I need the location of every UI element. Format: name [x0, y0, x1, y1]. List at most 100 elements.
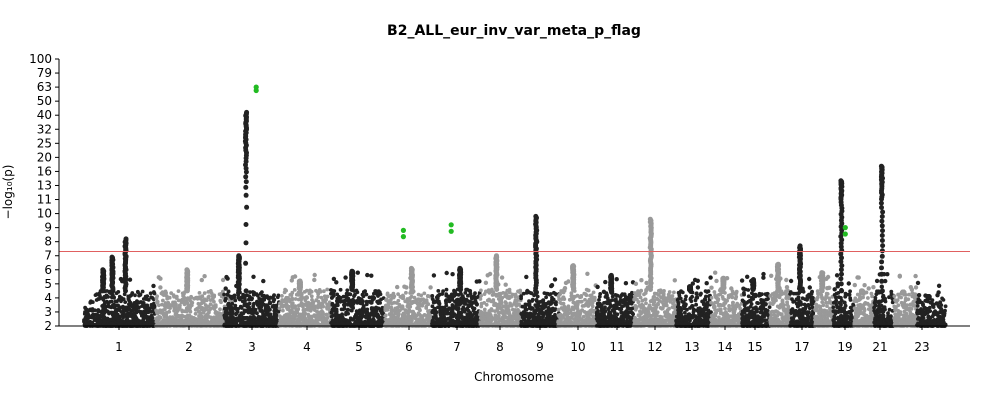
chr7-point — [430, 294, 435, 298]
chr3-peak-point — [243, 288, 249, 294]
chr8-point — [479, 293, 483, 298]
chr1-point — [114, 291, 119, 296]
chr5-point — [338, 287, 343, 292]
chr9-point — [542, 291, 547, 295]
chr9-point — [525, 288, 530, 294]
chr7-point — [444, 270, 449, 276]
chr8-point — [478, 297, 483, 301]
chr3-point — [239, 322, 244, 327]
chr3-point — [267, 317, 272, 322]
chr7-point — [460, 323, 465, 328]
chr2-point — [211, 306, 216, 310]
chr2-point — [203, 303, 208, 308]
chr6-point — [386, 294, 391, 299]
chr2-point — [190, 317, 195, 321]
chr1-peak-point — [100, 267, 106, 273]
chr3-point — [233, 298, 238, 303]
chr3-point — [228, 307, 233, 312]
chr5-point — [375, 299, 380, 304]
chr8-point — [487, 309, 492, 313]
chr6-point — [401, 294, 406, 299]
chr7-point — [463, 291, 468, 295]
chr3-point — [272, 308, 277, 313]
chr7-point — [471, 308, 476, 313]
chr5-point — [343, 275, 348, 280]
chr7-point — [460, 316, 465, 321]
chr5-point — [364, 315, 369, 320]
chr4-point — [280, 294, 284, 298]
chr7-point — [467, 304, 472, 308]
chr8-point — [479, 312, 484, 317]
chr3-point — [226, 302, 231, 307]
chr3-point — [261, 317, 266, 322]
chr5-point — [372, 318, 376, 323]
chr1-point — [96, 297, 101, 301]
chr1-point — [112, 295, 116, 300]
chr8-point — [479, 288, 483, 293]
chr8-point — [510, 292, 515, 297]
chr9-point — [523, 302, 528, 307]
chr4-point — [288, 299, 292, 304]
chr2-point — [154, 320, 159, 324]
chr3-point — [237, 316, 242, 321]
chr2-point — [208, 323, 213, 328]
chr2-point — [197, 291, 202, 295]
chr8-point — [490, 287, 494, 292]
chr1-point — [93, 308, 97, 313]
chr1-point — [118, 305, 123, 310]
chr5-point — [339, 307, 344, 312]
chr3-point — [271, 299, 276, 304]
chr6-point — [404, 318, 409, 323]
chr8-point — [487, 271, 493, 277]
chr3-point — [257, 296, 262, 301]
chr6-point — [389, 305, 394, 310]
chr7-point — [445, 307, 450, 312]
chr1-point — [98, 320, 102, 324]
chr7-point — [431, 273, 437, 278]
chr5-point — [342, 302, 346, 307]
chr2-point — [163, 307, 167, 312]
chr6-point — [396, 298, 401, 303]
chr2-point — [204, 298, 209, 303]
chr7-point — [454, 323, 459, 328]
chr9-point — [519, 311, 524, 316]
chr2-point — [168, 319, 172, 323]
chr7-point — [475, 323, 480, 328]
chr3-point — [251, 304, 256, 308]
chr3-point — [239, 295, 244, 300]
chr3-point — [267, 312, 272, 317]
chr7-point — [463, 301, 467, 305]
chr8-point — [483, 280, 489, 285]
chr4-point — [317, 288, 322, 292]
chr3-point — [256, 314, 261, 319]
chr4-point — [301, 308, 306, 312]
chr2-point — [192, 296, 197, 301]
chr6-highlight-point — [400, 234, 406, 240]
chr3-point — [263, 305, 268, 309]
chr4-point — [307, 306, 312, 311]
chr8-point — [513, 298, 518, 303]
chr5-point — [347, 299, 351, 304]
chr1-point — [119, 296, 124, 300]
chr2-point — [174, 296, 179, 300]
chr1-point — [92, 316, 97, 320]
chr1-point — [94, 292, 99, 297]
chr2-point — [210, 296, 215, 301]
chr2-point — [167, 309, 172, 314]
chr8-point — [507, 315, 512, 319]
chr4-point — [297, 312, 302, 317]
chr4-point — [306, 314, 311, 319]
chr1-point — [82, 312, 87, 316]
chr2-point — [176, 307, 181, 312]
chr2-point — [175, 314, 179, 318]
chr6-point — [393, 318, 398, 323]
chr1-point — [134, 316, 139, 321]
chr1-point — [123, 313, 127, 317]
chr7-point — [469, 316, 474, 321]
chr1-point — [107, 311, 111, 316]
chr4-point — [312, 306, 317, 311]
chr1-point — [145, 294, 150, 299]
chr8-point — [496, 310, 501, 315]
chr3-peak-point — [244, 204, 250, 210]
chr1-point — [137, 293, 142, 298]
